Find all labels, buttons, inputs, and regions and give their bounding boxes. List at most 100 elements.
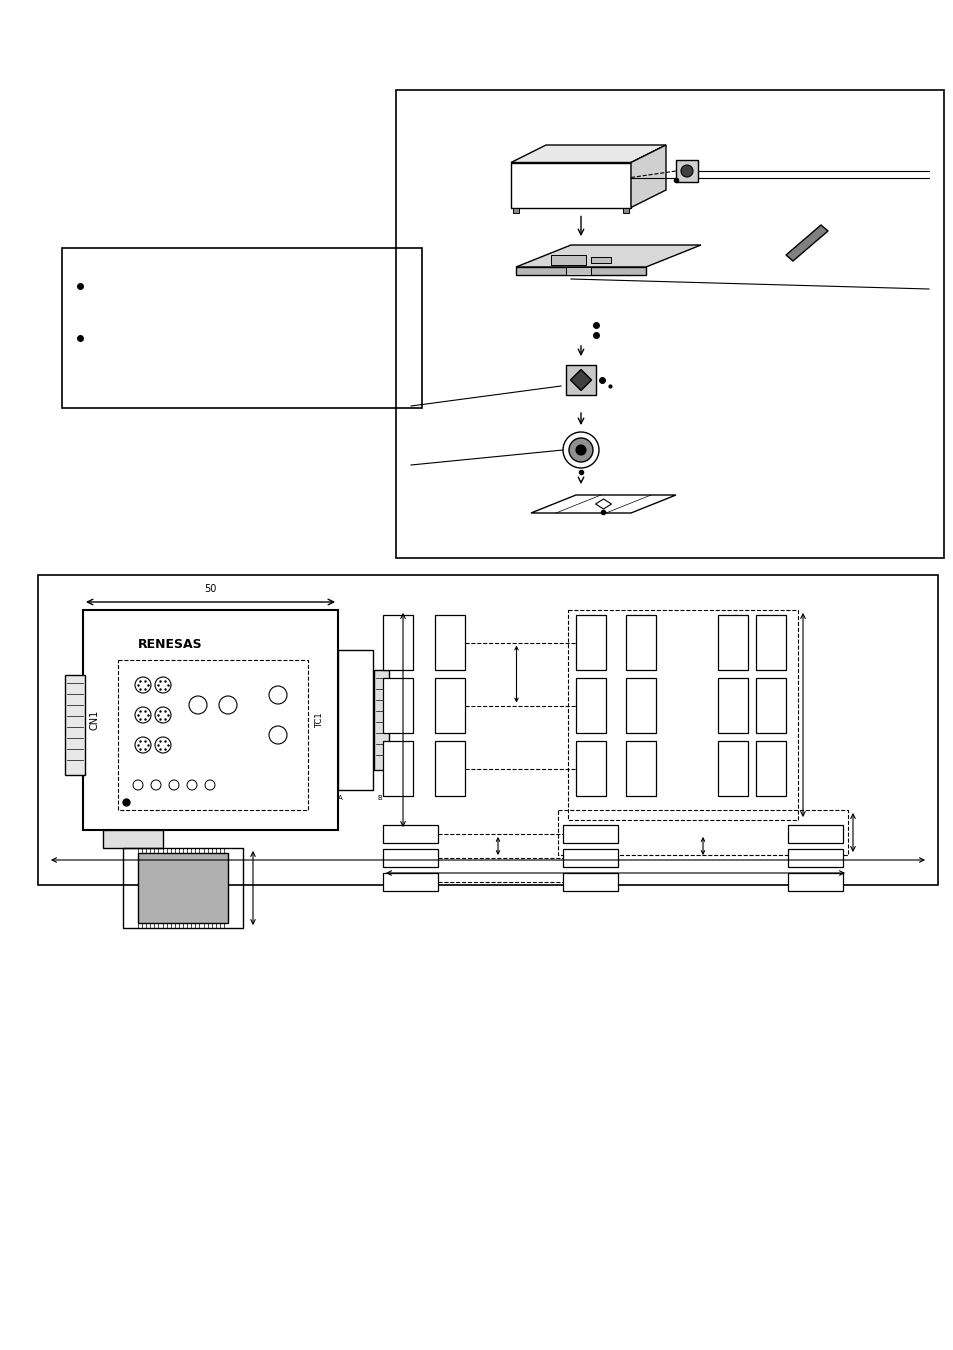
- Bar: [65, 675, 85, 775]
- Polygon shape: [531, 495, 676, 513]
- Bar: [562, 825, 618, 842]
- Circle shape: [154, 707, 171, 724]
- Bar: [118, 660, 308, 810]
- Circle shape: [189, 697, 207, 714]
- Bar: [338, 683, 372, 687]
- Bar: [576, 741, 605, 796]
- Circle shape: [680, 165, 692, 177]
- Circle shape: [269, 686, 287, 703]
- Bar: [718, 678, 747, 733]
- Bar: [338, 693, 372, 697]
- Bar: [567, 610, 797, 819]
- Bar: [338, 703, 372, 707]
- Bar: [338, 738, 372, 742]
- Bar: [676, 161, 698, 182]
- Circle shape: [205, 780, 214, 790]
- Bar: [625, 678, 656, 733]
- Bar: [103, 830, 163, 848]
- Bar: [718, 616, 747, 670]
- Bar: [338, 768, 372, 772]
- Bar: [562, 873, 618, 891]
- Circle shape: [169, 780, 179, 790]
- Bar: [382, 825, 437, 842]
- Circle shape: [576, 446, 585, 455]
- Bar: [338, 668, 372, 672]
- Polygon shape: [511, 162, 630, 208]
- Circle shape: [154, 737, 171, 753]
- Bar: [435, 741, 464, 796]
- Circle shape: [219, 697, 236, 714]
- Text: A: A: [337, 795, 342, 801]
- Polygon shape: [785, 225, 827, 261]
- Bar: [565, 364, 596, 396]
- Bar: [562, 849, 618, 867]
- Bar: [625, 741, 656, 796]
- Bar: [338, 718, 372, 722]
- Polygon shape: [516, 244, 700, 267]
- Bar: [338, 688, 372, 693]
- Bar: [576, 678, 605, 733]
- Bar: [338, 743, 372, 747]
- Bar: [590, 256, 610, 263]
- Bar: [338, 713, 372, 717]
- Bar: [395, 90, 943, 558]
- Bar: [338, 728, 372, 732]
- Circle shape: [269, 726, 287, 744]
- Circle shape: [132, 780, 143, 790]
- Bar: [83, 610, 337, 830]
- Polygon shape: [511, 144, 665, 162]
- Bar: [622, 208, 628, 212]
- Text: B: B: [377, 795, 382, 801]
- Bar: [338, 663, 372, 667]
- Polygon shape: [630, 144, 665, 208]
- Circle shape: [135, 676, 151, 693]
- Bar: [138, 853, 228, 923]
- Bar: [38, 575, 937, 886]
- Bar: [338, 733, 372, 737]
- Bar: [62, 248, 421, 408]
- Bar: [435, 616, 464, 670]
- Bar: [337, 649, 373, 790]
- Bar: [338, 674, 372, 676]
- Bar: [382, 616, 413, 670]
- Bar: [382, 741, 413, 796]
- Bar: [755, 741, 785, 796]
- Text: TC1: TC1: [315, 713, 324, 728]
- Circle shape: [154, 676, 171, 693]
- Bar: [338, 774, 372, 778]
- Polygon shape: [516, 267, 645, 275]
- Bar: [338, 707, 372, 711]
- Circle shape: [151, 780, 161, 790]
- Bar: [576, 616, 605, 670]
- Bar: [123, 848, 243, 927]
- Circle shape: [568, 437, 593, 462]
- Bar: [558, 810, 847, 855]
- Bar: [338, 657, 372, 661]
- Bar: [755, 616, 785, 670]
- Bar: [565, 267, 590, 275]
- Bar: [755, 678, 785, 733]
- Bar: [338, 698, 372, 702]
- Bar: [513, 208, 518, 212]
- Bar: [625, 616, 656, 670]
- Circle shape: [135, 737, 151, 753]
- Bar: [382, 873, 437, 891]
- Bar: [787, 825, 842, 842]
- Bar: [374, 670, 389, 770]
- Bar: [787, 849, 842, 867]
- Bar: [338, 757, 372, 761]
- Bar: [435, 678, 464, 733]
- Bar: [382, 678, 413, 733]
- Bar: [338, 748, 372, 752]
- Bar: [338, 753, 372, 757]
- Circle shape: [562, 432, 598, 468]
- Text: 50: 50: [204, 585, 216, 594]
- Polygon shape: [570, 370, 591, 390]
- Bar: [338, 724, 372, 728]
- Circle shape: [187, 780, 196, 790]
- Text: CN1: CN1: [90, 710, 100, 730]
- Polygon shape: [595, 500, 611, 509]
- Circle shape: [135, 707, 151, 724]
- Bar: [338, 653, 372, 657]
- Bar: [718, 741, 747, 796]
